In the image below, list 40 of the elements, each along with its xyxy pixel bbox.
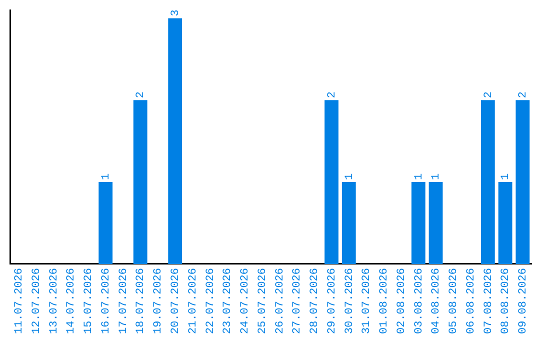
- data-label: 2: [482, 92, 495, 98]
- x-tick-label: 13.07.2026: [48, 268, 60, 334]
- x-tick-label: 25.07.2026: [256, 268, 269, 334]
- data-label: 1: [430, 173, 443, 180]
- data-label: 1: [100, 173, 112, 180]
- x-tick-label: 03.08.2026: [413, 268, 426, 334]
- data-label: 2: [326, 92, 338, 98]
- x-tick-label: 08.08.2026: [500, 268, 512, 334]
- x-tick-label: 21.07.2026: [187, 268, 200, 334]
- x-tick-label: 14.07.2026: [66, 268, 78, 334]
- x-tick-label: 07.08.2026: [482, 268, 495, 334]
- x-tick-label: 17.07.2026: [118, 268, 130, 334]
- x-tick-label: 18.07.2026: [135, 268, 148, 334]
- x-tick-label: 04.08.2026: [430, 268, 443, 334]
- x-tick-label: 28.07.2026: [309, 268, 322, 334]
- x-tick-label: 23.07.2026: [222, 268, 234, 334]
- x-tick-label: 30.07.2026: [344, 268, 356, 334]
- x-tick-label: 11.07.2026: [14, 268, 26, 334]
- data-label: 2: [518, 92, 530, 98]
- x-tick-label: 02.08.2026: [396, 268, 408, 334]
- x-tick-label: 22.07.2026: [204, 268, 217, 334]
- x-tick-label: 09.08.2026: [518, 268, 530, 334]
- data-label: 2: [135, 92, 148, 98]
- x-tick-label: 29.07.2026: [326, 268, 338, 334]
- x-tick-label: 16.07.2026: [100, 268, 112, 334]
- x-tick-label: 20.07.2026: [170, 268, 182, 334]
- x-tick-label: 05.08.2026: [448, 268, 460, 334]
- x-tick-label: 12.07.2026: [30, 268, 43, 334]
- x-tick-label: 15.07.2026: [83, 268, 96, 334]
- data-label: 1: [344, 173, 356, 180]
- x-tick-label: 19.07.2026: [152, 268, 165, 334]
- x-tick-label: 06.08.2026: [465, 268, 478, 334]
- x-tick-label: 27.07.2026: [292, 268, 304, 334]
- data-label: 1: [500, 173, 512, 180]
- x-tick-label: 24.07.2026: [240, 268, 252, 334]
- x-tick-label: 01.08.2026: [378, 268, 391, 334]
- data-label: 3: [170, 10, 182, 16]
- x-tick-label: 26.07.2026: [274, 268, 286, 334]
- x-tick-label: 31.07.2026: [361, 268, 374, 334]
- data-label: 1: [413, 173, 426, 180]
